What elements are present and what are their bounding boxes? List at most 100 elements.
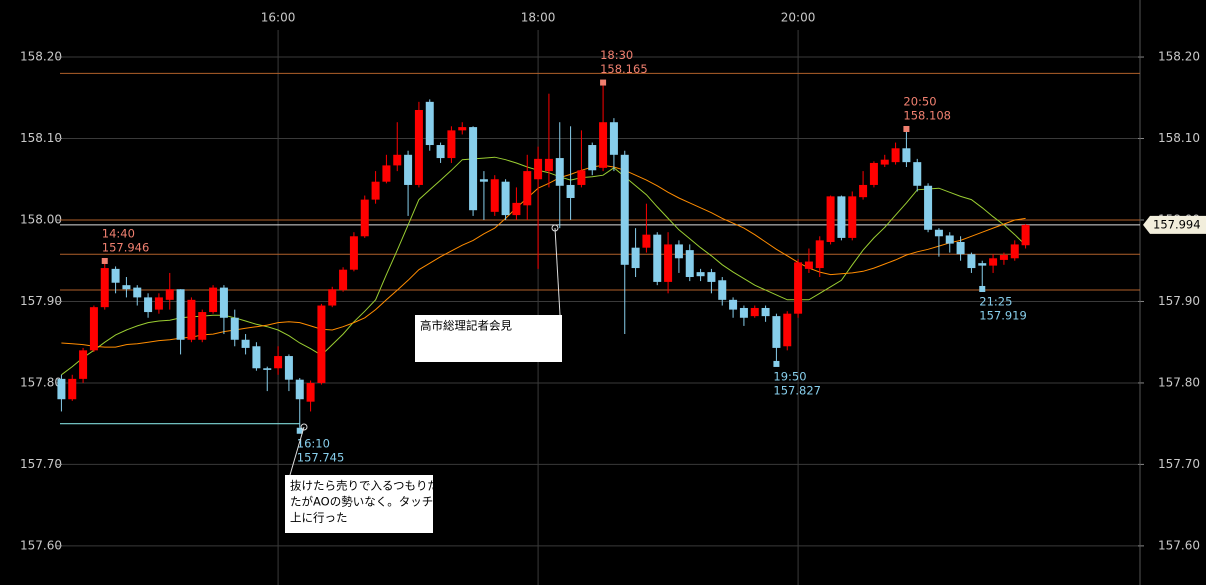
candle-body (577, 170, 586, 185)
candle-body (349, 236, 358, 270)
candle-body (523, 171, 532, 206)
candle-body (707, 272, 716, 282)
candle-body (187, 299, 196, 340)
note-text: 高市総理記者会見 (420, 319, 512, 333)
candle-body (978, 263, 987, 266)
candle-body (869, 162, 878, 185)
candle-body (880, 159, 889, 165)
candle-body (57, 378, 66, 400)
candle-body (263, 368, 272, 370)
candle-body (447, 130, 456, 159)
candle-body (284, 356, 293, 380)
note-box (285, 475, 433, 533)
note-box (415, 315, 562, 362)
candle-body (382, 165, 391, 182)
candle-body (696, 272, 705, 277)
candle-body (154, 297, 163, 310)
annotation-value: 157.827 (773, 383, 821, 397)
candle-body (68, 378, 77, 400)
candle-body (241, 339, 250, 348)
annotation-time: 19:50 (773, 369, 806, 383)
candle-body (165, 289, 174, 300)
candle-body (794, 262, 803, 314)
candle-body (913, 162, 922, 186)
candle-body (133, 287, 142, 298)
candle-body (79, 350, 88, 379)
candle-body (230, 317, 239, 340)
candle-body (339, 269, 348, 291)
candle-body (209, 287, 218, 313)
candle-body (783, 313, 792, 347)
candle-body (924, 185, 933, 230)
y-tick-label: 157.70 (20, 457, 62, 471)
note-anchor (551, 224, 559, 232)
annotation-time: 21:25 (979, 294, 1012, 308)
candle-body (274, 356, 283, 369)
y-tick-label: 157.90 (20, 294, 62, 308)
candle-body (144, 297, 153, 313)
annotation-value: 157.745 (297, 450, 345, 464)
y-tick-label: 157.60 (20, 538, 62, 552)
candle-body (1021, 224, 1030, 246)
y-tick-label-right: 157.90 (1158, 294, 1200, 308)
candle-body (718, 280, 727, 300)
y-tick-label-right: 158.20 (1158, 50, 1200, 64)
candle-body (891, 148, 900, 163)
annotation-time: 14:40 (102, 226, 135, 240)
y-tick-label-right: 157.80 (1158, 375, 1200, 389)
annotation-time: 18:30 (600, 48, 633, 62)
annotation-value: 158.165 (600, 62, 648, 76)
candle-body (653, 234, 662, 282)
candle-body (664, 244, 673, 282)
note-text: 上に行った (290, 511, 348, 525)
y-tick-label-right: 157.60 (1158, 538, 1200, 552)
candle-body (826, 196, 835, 242)
annotation-value: 157.946 (102, 240, 150, 254)
y-tick-label: 158.10 (20, 131, 62, 145)
candle-body (425, 101, 434, 146)
candle-body (989, 258, 998, 266)
extreme-marker (979, 285, 986, 292)
candle-body (317, 305, 326, 383)
candle-body (945, 235, 954, 244)
candle-body (967, 254, 976, 269)
candle-body (490, 179, 499, 212)
y-tick-label: 157.80 (20, 375, 62, 389)
candle-body (804, 261, 813, 269)
candle-body (328, 289, 337, 306)
candle-body (934, 229, 943, 237)
candle-body (501, 181, 510, 216)
candle-body (956, 241, 965, 255)
ma-line (61, 164, 1026, 348)
candle-body (729, 299, 738, 310)
candle-body (404, 154, 413, 185)
candle-body (252, 346, 261, 369)
candle-body (848, 196, 857, 238)
candle-body (295, 379, 304, 400)
note-text: 抜けたら売りで入るつもりだっ (290, 479, 451, 493)
candle-body (631, 247, 640, 269)
annotation-time: 20:50 (903, 94, 936, 108)
candle-body (89, 307, 98, 351)
candle-body (859, 184, 868, 198)
candle-body (544, 158, 553, 172)
candle-body (100, 268, 109, 308)
y-tick-label: 158.00 (20, 212, 62, 226)
y-tick-label-right: 157.70 (1158, 457, 1200, 471)
extreme-marker (296, 427, 303, 434)
candle-body (436, 145, 445, 159)
annotation-time: 16:10 (297, 436, 330, 450)
last-price-box (1143, 215, 1206, 234)
candle-body (360, 199, 369, 237)
note-leader (289, 426, 305, 476)
candle-body (1010, 244, 1019, 259)
candle-body (458, 127, 467, 131)
candle-body (609, 122, 618, 155)
candle-body (620, 154, 629, 265)
extreme-marker (101, 257, 108, 264)
candle-body (642, 234, 651, 248)
candle-body (750, 307, 759, 317)
candle-body (198, 312, 207, 340)
